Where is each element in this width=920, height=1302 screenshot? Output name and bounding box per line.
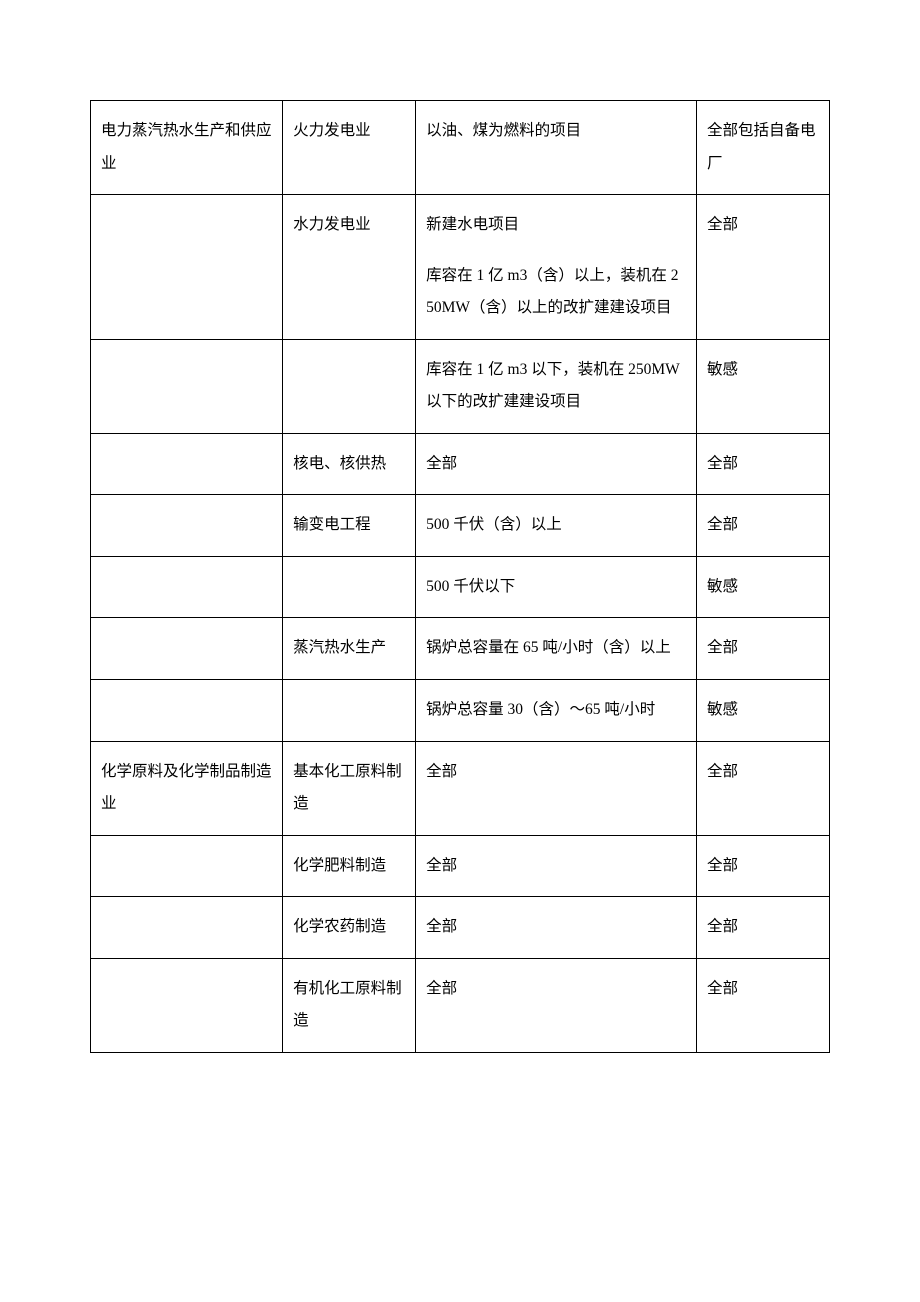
cell-condition: 500 千伏以下 <box>416 556 697 618</box>
cell-industry <box>91 495 283 557</box>
cell-condition: 全部 <box>416 433 697 495</box>
cell-condition: 全部 <box>416 835 697 897</box>
table-row: 核电、核供热 全部 全部 <box>91 433 830 495</box>
cell-condition: 新建水电项目 库容在 1 亿 m3（含）以上，装机在 250MW（含）以上的改扩… <box>416 195 697 340</box>
table-row: 锅炉总容量 30（含）～65 吨/小时 敏感 <box>91 680 830 742</box>
cell-condition: 以油、煤为燃料的项目 <box>416 101 697 195</box>
cell-subcategory <box>283 680 416 742</box>
cell-industry <box>91 556 283 618</box>
table-row: 电力蒸汽热水生产和供应业 火力发电业 以油、煤为燃料的项目 全部包括自备电厂 <box>91 101 830 195</box>
cell-scope: 敏感 <box>696 339 829 433</box>
cell-industry: 化学原料及化学制品制造业 <box>91 741 283 835</box>
cell-industry: 电力蒸汽热水生产和供应业 <box>91 101 283 195</box>
cell-scope: 全部包括自备电厂 <box>696 101 829 195</box>
table-row: 输变电工程 500 千伏（含）以上 全部 <box>91 495 830 557</box>
cell-condition: 全部 <box>416 741 697 835</box>
cell-industry <box>91 897 283 959</box>
cell-condition-para2: 库容在 1 亿 m3（含）以上，装机在 250MW（含）以上的改扩建建设项目 <box>426 260 686 325</box>
table-row: 蒸汽热水生产 锅炉总容量在 65 吨/小时（含）以上 全部 <box>91 618 830 680</box>
table-row: 水力发电业 新建水电项目 库容在 1 亿 m3（含）以上，装机在 250MW（含… <box>91 195 830 340</box>
cell-scope: 全部 <box>696 195 829 340</box>
cell-condition: 锅炉总容量在 65 吨/小时（含）以上 <box>416 618 697 680</box>
cell-scope: 敏感 <box>696 680 829 742</box>
cell-scope: 敏感 <box>696 556 829 618</box>
table-row: 化学农药制造 全部 全部 <box>91 897 830 959</box>
cell-condition: 全部 <box>416 897 697 959</box>
cell-scope: 全部 <box>696 495 829 557</box>
cell-subcategory: 有机化工原料制造 <box>283 958 416 1052</box>
cell-subcategory: 化学农药制造 <box>283 897 416 959</box>
table-row: 库容在 1 亿 m3 以下，装机在 250MW 以下的改扩建建设项目 敏感 <box>91 339 830 433</box>
cell-condition: 锅炉总容量 30（含）～65 吨/小时 <box>416 680 697 742</box>
cell-subcategory <box>283 339 416 433</box>
cell-industry <box>91 835 283 897</box>
cell-condition: 500 千伏（含）以上 <box>416 495 697 557</box>
table-row: 有机化工原料制造 全部 全部 <box>91 958 830 1052</box>
cell-industry <box>91 618 283 680</box>
cell-subcategory: 水力发电业 <box>283 195 416 340</box>
cell-scope: 全部 <box>696 433 829 495</box>
cell-industry <box>91 680 283 742</box>
cell-subcategory: 火力发电业 <box>283 101 416 195</box>
table-row: 化学肥料制造 全部 全部 <box>91 835 830 897</box>
cell-industry <box>91 339 283 433</box>
table-row: 化学原料及化学制品制造业 基本化工原料制造 全部 全部 <box>91 741 830 835</box>
table-row: 500 千伏以下 敏感 <box>91 556 830 618</box>
cell-scope: 全部 <box>696 958 829 1052</box>
cell-scope: 全部 <box>696 618 829 680</box>
cell-industry <box>91 433 283 495</box>
cell-subcategory: 基本化工原料制造 <box>283 741 416 835</box>
cell-scope: 全部 <box>696 741 829 835</box>
cell-industry <box>91 195 283 340</box>
cell-scope: 全部 <box>696 897 829 959</box>
cell-subcategory: 核电、核供热 <box>283 433 416 495</box>
cell-subcategory: 输变电工程 <box>283 495 416 557</box>
cell-condition: 库容在 1 亿 m3 以下，装机在 250MW 以下的改扩建建设项目 <box>416 339 697 433</box>
cell-subcategory <box>283 556 416 618</box>
cell-scope: 全部 <box>696 835 829 897</box>
cell-industry <box>91 958 283 1052</box>
cell-subcategory: 化学肥料制造 <box>283 835 416 897</box>
cell-condition-para1: 新建水电项目 <box>426 209 686 242</box>
classification-table: 电力蒸汽热水生产和供应业 火力发电业 以油、煤为燃料的项目 全部包括自备电厂 水… <box>90 100 830 1053</box>
cell-condition: 全部 <box>416 958 697 1052</box>
cell-subcategory: 蒸汽热水生产 <box>283 618 416 680</box>
